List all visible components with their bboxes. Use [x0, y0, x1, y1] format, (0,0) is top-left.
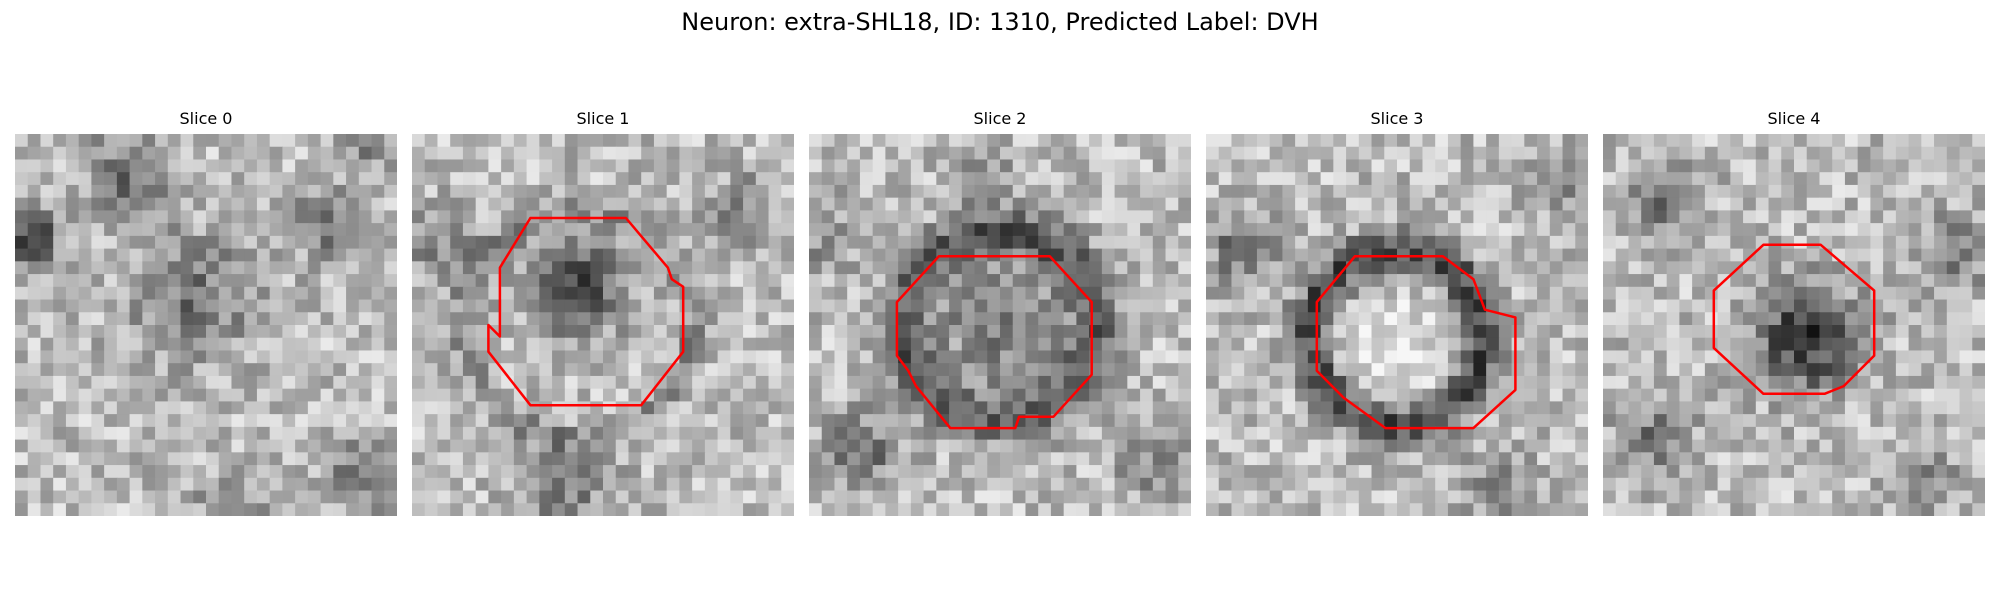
slice-4-pixels	[1603, 134, 1985, 516]
slice-0-title: Slice 0	[179, 109, 233, 128]
slice-1-title: Slice 1	[576, 109, 630, 128]
figure-title: Neuron: extra-SHL18, ID: 1310, Predicted…	[681, 8, 1319, 36]
slice-2-cell-outline	[895, 254, 1093, 430]
slice-2-canvas	[809, 134, 1191, 516]
slice-4-image	[1603, 134, 1985, 516]
slice-1-canvas	[412, 134, 794, 516]
slice-1-image	[412, 134, 794, 516]
slice-0-image	[15, 134, 397, 516]
slice-4-canvas	[1603, 134, 1985, 516]
slice-1-cell-outline	[487, 216, 685, 407]
slice-4-cell-outline	[1712, 243, 1876, 396]
slice-1-pixels	[412, 134, 794, 516]
slice-2-pixels	[809, 134, 1191, 516]
slice-3-cell-outline	[1315, 254, 1517, 430]
slice-0-pixels	[15, 134, 397, 516]
slice-3-canvas	[1206, 134, 1588, 516]
slice-3-pixels	[1206, 134, 1588, 516]
slice-2-title: Slice 2	[973, 109, 1027, 128]
slice-4-title: Slice 4	[1767, 109, 1821, 128]
slice-0-canvas	[15, 134, 397, 516]
slice-3-title: Slice 3	[1370, 109, 1424, 128]
slice-2-image	[809, 134, 1191, 516]
slice-3-image	[1206, 134, 1588, 516]
